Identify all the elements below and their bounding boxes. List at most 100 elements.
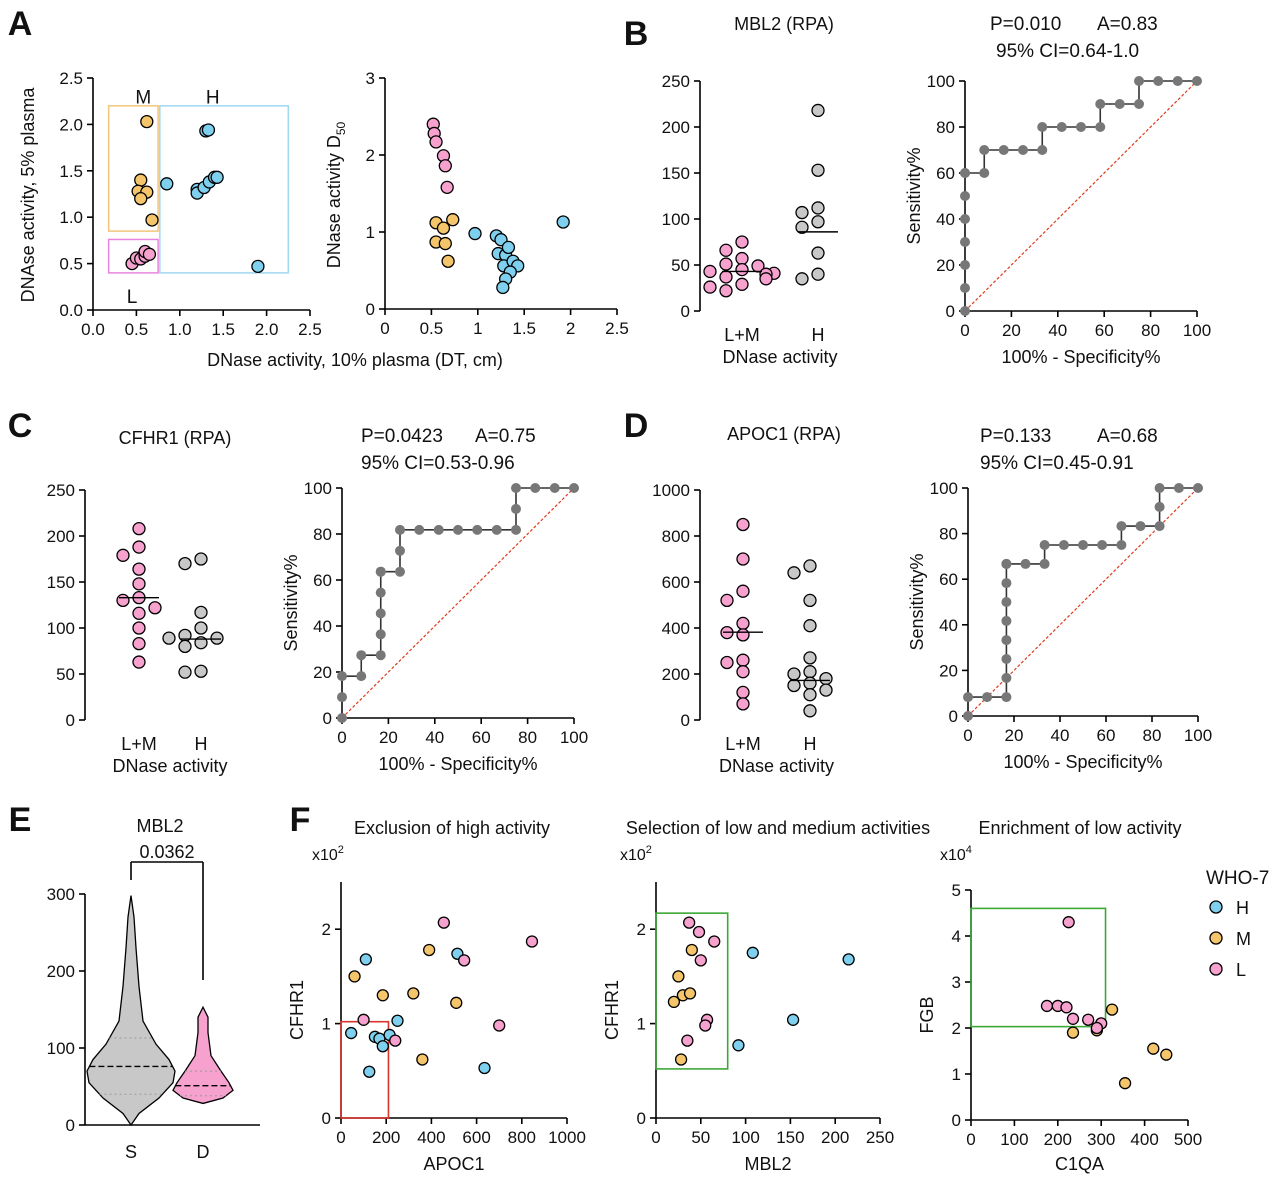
D2-roc-point (1001, 672, 1012, 683)
B1-point-L+M (719, 284, 733, 298)
F1-point-M (416, 1053, 429, 1066)
A2-point-M (441, 254, 455, 268)
D1-point-H (803, 676, 817, 690)
A2-x-tick-label: 2 (566, 319, 575, 338)
F3-y-tick-label: 3 (952, 973, 961, 992)
F1-point-M (407, 987, 420, 1000)
F3-x-tick-label: 400 (1130, 1130, 1158, 1149)
F1-point-H (376, 1040, 389, 1053)
F2-point-L (683, 916, 696, 929)
E-category-label: D (197, 1142, 210, 1162)
legend-swatch-M (1209, 931, 1223, 945)
D1-point-H (787, 566, 801, 580)
B2-y-tick-label: 80 (936, 118, 955, 137)
B2-roc-point (1172, 76, 1183, 86)
panel-label-C: C (8, 407, 33, 445)
D1-point-H (803, 593, 817, 608)
F3-y-tick-label: 5 (952, 881, 961, 900)
B2-roc-point (1134, 76, 1144, 86)
E-y-tick-label: 0 (66, 1116, 75, 1135)
F1-y-tick-label: 0 (322, 1109, 331, 1128)
B1-point-L+M (735, 235, 749, 249)
B2-roc-point (1095, 122, 1106, 132)
D2-reference-line (967, 487, 1199, 717)
D2-roc-point (1001, 578, 1012, 589)
D1-y-tick-label: 1000 (652, 481, 690, 500)
D2-y-tick-label: 80 (939, 525, 958, 544)
B2-roc-point (1037, 122, 1048, 132)
D2-roc-point (1001, 635, 1012, 646)
A1-box-H (159, 105, 290, 274)
C1-y-tick-label: 50 (56, 665, 75, 684)
C1-y-tick-label: 250 (47, 481, 75, 500)
B1-y-tick-label: 100 (662, 210, 690, 229)
D2-roc-point (1039, 540, 1050, 550)
F1-point-H (363, 1065, 376, 1078)
F1-x-tick-label: 1000 (548, 1128, 586, 1147)
F2-point-H (786, 1013, 800, 1026)
F1-point-H (345, 1026, 358, 1040)
A1-x-tick-label: 1.5 (211, 320, 235, 339)
B2-x-tick-label: 100 (1183, 321, 1211, 340)
D2-roc-point (982, 692, 993, 703)
A1-box-label: L (127, 287, 138, 308)
C2-y-tick-label: 0 (323, 709, 332, 728)
F3-point-M (1105, 1003, 1119, 1016)
F3-point-L (1060, 1001, 1073, 1014)
D1-point-H (803, 619, 817, 633)
F1-point-H (391, 1014, 404, 1027)
B1-point-H (795, 272, 809, 286)
F3-x-tick-label: 100 (1000, 1130, 1028, 1149)
C2-roc-point (549, 483, 560, 493)
A2-point-M (436, 221, 451, 235)
C2-roc-point (356, 650, 367, 661)
F1-point-H (478, 1061, 491, 1075)
D1-y-tick-label: 200 (662, 665, 690, 684)
D2-roc-point (1116, 521, 1127, 532)
D2-roc-point (1001, 558, 1012, 569)
D2-roc-point (963, 711, 973, 721)
D2-roc-point (1097, 540, 1108, 550)
D1-point-L+M (736, 584, 750, 598)
F2-point-M (667, 995, 681, 1009)
B1-y-tick-label: 250 (662, 72, 690, 91)
legend-title: WHO-7 (1206, 868, 1269, 889)
F2-point-M (685, 943, 698, 957)
E-title: MBL2 (136, 816, 183, 836)
B1-point-L+M (719, 243, 733, 257)
D1-point-L+M (736, 665, 750, 679)
C1-point-L+M (132, 606, 146, 620)
B1-point-L+M (735, 277, 749, 291)
E-category-label: S (125, 1142, 137, 1162)
B2-roc-point (1056, 122, 1067, 132)
A2-x-tick-label: 1 (473, 319, 482, 338)
B2-y-tick-label: 60 (936, 164, 955, 183)
D2-x-tick-label: 60 (1097, 726, 1116, 745)
A1-point-H (201, 123, 216, 137)
F1-point-M (450, 996, 463, 1009)
F2-y-tick-label: 0 (637, 1109, 646, 1128)
D2-roc-point (1154, 483, 1165, 493)
D2-y-tick-label: 20 (939, 661, 958, 680)
B1-point-L+M (735, 251, 749, 266)
C1-point-L+M (116, 548, 130, 562)
C2-roc-point (414, 524, 425, 535)
B2-auc: A=0.83 (1097, 14, 1158, 35)
D2-roc-point (1001, 615, 1012, 626)
C1-x-axis-title: DNase activity (112, 756, 227, 776)
F3-x-tick-label: 0 (966, 1130, 975, 1149)
C1-title: CFHR1 (RPA) (119, 428, 232, 448)
F2-y-unit-exponent: 2 (646, 844, 652, 856)
B2-y-tick-label: 100 (927, 72, 955, 91)
panel-label-B: B (624, 15, 649, 53)
F1-y-tick-label: 1 (322, 1015, 331, 1034)
C2-y-tick-label: 20 (313, 663, 332, 682)
C1-point-H (194, 552, 208, 566)
B2-y-tick-label: 0 (946, 302, 955, 321)
A2-y-tick-label: 3 (366, 69, 375, 88)
D1-point-H (803, 704, 817, 718)
A1-point-H (210, 170, 224, 184)
A2-point-H (556, 215, 570, 229)
C2-roc-point (511, 483, 521, 493)
